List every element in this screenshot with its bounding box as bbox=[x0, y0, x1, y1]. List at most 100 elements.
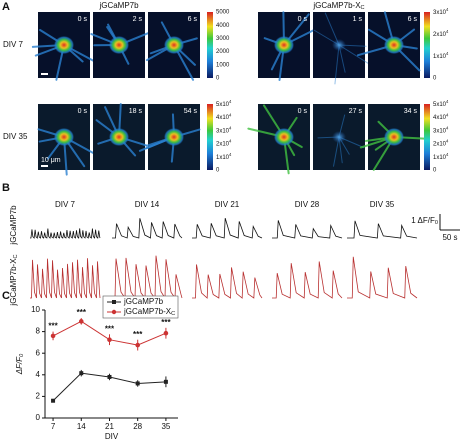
colorbar-label-sup: 4 bbox=[229, 112, 232, 117]
soma bbox=[109, 128, 129, 146]
significance: *** bbox=[77, 308, 87, 317]
colorbar-label-sup: 4 bbox=[229, 99, 232, 104]
marker bbox=[107, 374, 112, 379]
legend-label-main: jGCaMP7b bbox=[123, 297, 164, 306]
soma bbox=[274, 128, 294, 146]
colorbar-label: 4x104 bbox=[433, 112, 449, 120]
x-tick-label: 7 bbox=[51, 422, 56, 431]
colorbar-label: 3x104 bbox=[433, 7, 449, 15]
time-label: 0 s bbox=[298, 108, 308, 115]
colorbar-label-main: 4x10 bbox=[216, 115, 230, 121]
legend-label-main: jGCaMP7b-X bbox=[123, 307, 172, 316]
colorbar-label: 5x104 bbox=[433, 99, 449, 107]
y-axis-label-sub: 0 bbox=[19, 353, 25, 357]
colorbar-label: 2x104 bbox=[216, 139, 232, 147]
time-label: 0 s bbox=[78, 108, 88, 115]
column-label: DIV 7 bbox=[55, 200, 76, 209]
marker bbox=[135, 342, 140, 348]
legend-marker bbox=[111, 309, 117, 315]
colorbar-label-main: 3x10 bbox=[216, 128, 230, 134]
panel-label: C bbox=[2, 290, 10, 302]
marker bbox=[78, 319, 84, 324]
trace bbox=[347, 256, 418, 299]
colorbar-label: 1x104 bbox=[433, 152, 449, 160]
soma bbox=[332, 39, 346, 51]
trace bbox=[347, 220, 418, 239]
y-tick-label: 4 bbox=[36, 370, 41, 379]
row-label: jGCaMP7b-XC bbox=[9, 254, 19, 306]
soma bbox=[332, 131, 346, 143]
colorbar-label: 3000 bbox=[216, 36, 230, 42]
x-tick-label: 21 bbox=[105, 422, 114, 431]
time-label: 6 s bbox=[408, 16, 418, 23]
significance: *** bbox=[133, 330, 143, 339]
x-axis-label: DIV bbox=[105, 432, 119, 441]
colorbar-label: 2000 bbox=[216, 49, 230, 55]
group-title: jGCaMP7b bbox=[98, 1, 139, 10]
marker bbox=[51, 398, 56, 403]
colorbar-label-sup: 4 bbox=[446, 152, 449, 157]
colorbar-label-main: 4x10 bbox=[433, 115, 447, 121]
colorbar-label: 3x104 bbox=[433, 126, 449, 134]
significance: *** bbox=[161, 318, 171, 327]
marker bbox=[163, 379, 168, 384]
soma bbox=[54, 128, 74, 146]
colorbar bbox=[207, 104, 213, 170]
trace bbox=[192, 264, 263, 299]
y-tick-label: 8 bbox=[36, 327, 41, 336]
colorbar-label: 4x104 bbox=[216, 112, 232, 120]
colorbar bbox=[424, 104, 430, 170]
colorbar-label: 0 bbox=[216, 168, 220, 174]
soma bbox=[164, 36, 184, 54]
time-label: 2 s bbox=[133, 16, 143, 23]
y-tick-label: 6 bbox=[36, 348, 41, 357]
significance: *** bbox=[48, 322, 58, 331]
scale-label: 50 s bbox=[442, 233, 457, 242]
colorbar-label: 0 bbox=[433, 76, 437, 82]
colorbar-label-sup: 4 bbox=[446, 29, 449, 34]
colorbar-label-main: 2x10 bbox=[216, 141, 230, 147]
time-label: 34 s bbox=[404, 108, 418, 115]
row-label: DIV 35 bbox=[3, 132, 28, 141]
soma bbox=[384, 128, 404, 146]
colorbar-label: 5x104 bbox=[216, 99, 232, 107]
legend-label: jGCaMP7b bbox=[123, 297, 164, 306]
trace bbox=[192, 217, 263, 239]
trace bbox=[272, 261, 343, 299]
row-label-sub: C bbox=[13, 254, 19, 258]
legend-marker bbox=[112, 300, 116, 304]
marker bbox=[135, 381, 140, 386]
column-label: DIV 21 bbox=[215, 200, 240, 209]
y-tick-label: 0 bbox=[36, 413, 41, 422]
column-label: DIV 35 bbox=[370, 200, 395, 209]
colorbar-label-main: 5x10 bbox=[433, 102, 447, 108]
colorbar-label: 2x104 bbox=[433, 29, 449, 37]
colorbar-label: 2x104 bbox=[433, 139, 449, 147]
row-label: DIV 7 bbox=[3, 40, 24, 49]
marker bbox=[50, 333, 56, 339]
panel-label: A bbox=[2, 1, 10, 13]
colorbar-label: 5000 bbox=[216, 10, 230, 16]
x-tick-label: 28 bbox=[133, 422, 142, 431]
row-label: jGCaMP7b bbox=[9, 205, 18, 246]
colorbar-label-main: 1x10 bbox=[433, 154, 447, 160]
colorbar-label-sup: 4 bbox=[229, 126, 232, 131]
colorbar-label-sup: 4 bbox=[446, 51, 449, 56]
x-tick-label: 14 bbox=[77, 422, 86, 431]
column-label: DIV 14 bbox=[135, 200, 160, 209]
y-tick-label: 2 bbox=[36, 392, 41, 401]
colorbar-label-main: 3x10 bbox=[433, 10, 447, 16]
trace bbox=[112, 255, 183, 300]
colorbar-label: 0 bbox=[216, 76, 220, 82]
colorbar-label-main: 1x10 bbox=[433, 54, 447, 60]
time-label: 54 s bbox=[184, 108, 198, 115]
group-title-main: jGCaMP7b-X bbox=[312, 1, 361, 10]
group-title: jGCaMP7b-XC bbox=[312, 1, 364, 11]
scale-label-main: 1 ΔF/F bbox=[411, 216, 435, 225]
colorbar-label-main: 2x10 bbox=[433, 32, 447, 38]
colorbar-label-sup: 4 bbox=[229, 152, 232, 157]
trace bbox=[112, 218, 183, 239]
colorbar-label-main: 1x10 bbox=[216, 154, 230, 160]
marker bbox=[107, 337, 112, 343]
